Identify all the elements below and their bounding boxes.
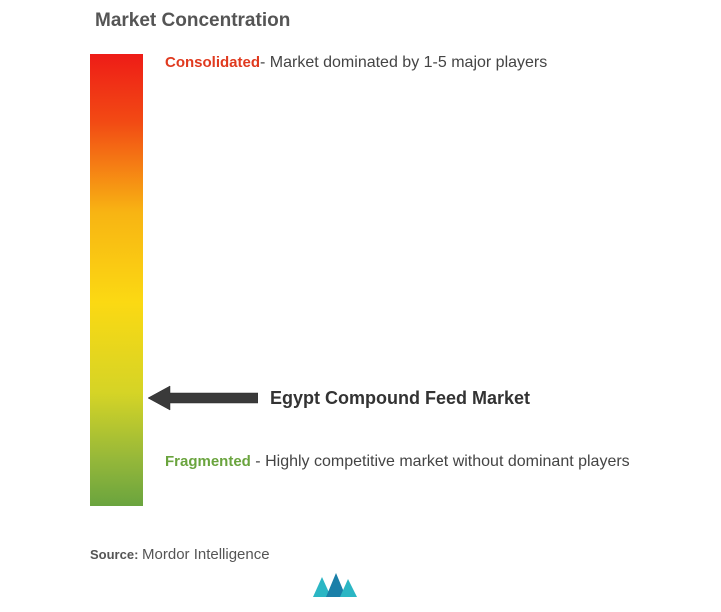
concentration-gradient-bar [90, 54, 143, 506]
source-value: Mordor Intelligence [142, 546, 270, 563]
fragmented-label: Fragmented [165, 453, 251, 470]
fragmented-label-block: Fragmented - Highly competitive market w… [165, 448, 661, 475]
arrow-left-icon [148, 384, 258, 412]
consolidated-description: - Market dominated by 1-5 major players [260, 54, 547, 71]
market-pointer: Egypt Compound Feed Market [148, 384, 530, 412]
fragmented-description: - Highly competitive market without domi… [251, 453, 630, 470]
page-title: Market Concentration [0, 10, 721, 32]
mordor-logo-icon [313, 573, 357, 597]
consolidated-label: Consolidated [165, 54, 260, 71]
source-line: Source: Mordor Intelligence [90, 546, 270, 564]
consolidated-label-block: Consolidated- Market dominated by 1-5 ma… [165, 54, 661, 72]
source-label: Source: [90, 547, 142, 562]
market-name: Egypt Compound Feed Market [270, 388, 530, 409]
